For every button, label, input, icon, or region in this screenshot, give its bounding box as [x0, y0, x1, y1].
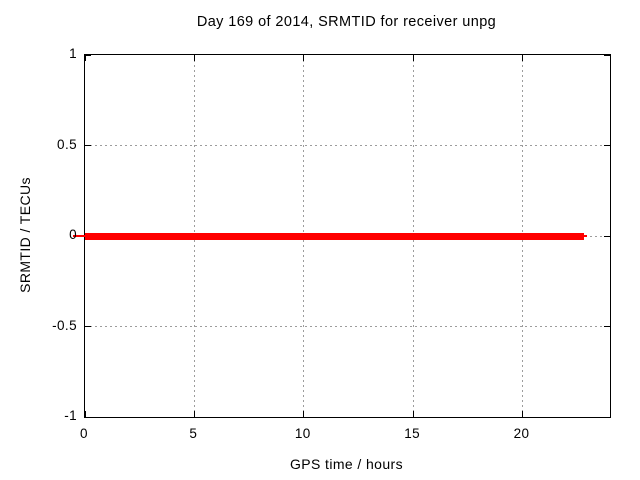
x-tick-mark	[522, 411, 523, 417]
x-tick-label: 20	[513, 426, 530, 441]
x-tick-label: 15	[404, 426, 421, 441]
y-tick-mark	[85, 326, 91, 327]
x-tick-mark-mirror	[303, 55, 305, 61]
x-tick-mark-mirror	[84, 55, 86, 61]
y-tick-mark	[85, 145, 91, 146]
x-tick-mark	[412, 411, 414, 417]
y-tick-mark-mirror	[604, 54, 610, 56]
x-tick-label: 10	[294, 426, 311, 441]
plot-area	[73, 54, 611, 418]
y-tick-mark-mirror	[604, 235, 610, 237]
y-gridline	[85, 326, 610, 327]
y-tick-label: -0.5	[52, 317, 77, 333]
x-axis-label: GPS time / hours	[290, 456, 403, 472]
x-tick-mark	[84, 411, 86, 417]
x-tick-mark	[303, 411, 305, 417]
x-tick-mark-mirror	[412, 55, 414, 61]
y-tick-mark-mirror	[604, 145, 610, 146]
x-tick-mark-mirror	[193, 55, 195, 61]
y-gridline	[85, 145, 610, 146]
y-tick-label: 1	[69, 46, 77, 61]
y-tick-label: 0	[69, 227, 77, 242]
y-tick-label: 0.5	[57, 136, 77, 152]
y-tick-mark-mirror	[604, 416, 610, 418]
y-tick-label: -1	[64, 408, 77, 423]
series-line	[85, 232, 584, 240]
chart-title: Day 169 of 2014, SRMTID for receiver unp…	[196, 14, 497, 30]
x-tick-mark-mirror	[522, 55, 523, 61]
x-tick-mark	[193, 411, 195, 417]
y-tick-mark-mirror	[604, 326, 610, 327]
y-tick-mark	[85, 416, 91, 418]
x-tick-label: 5	[189, 426, 198, 441]
x-tick-label: 0	[80, 426, 88, 441]
y-tick-mark	[85, 54, 91, 56]
